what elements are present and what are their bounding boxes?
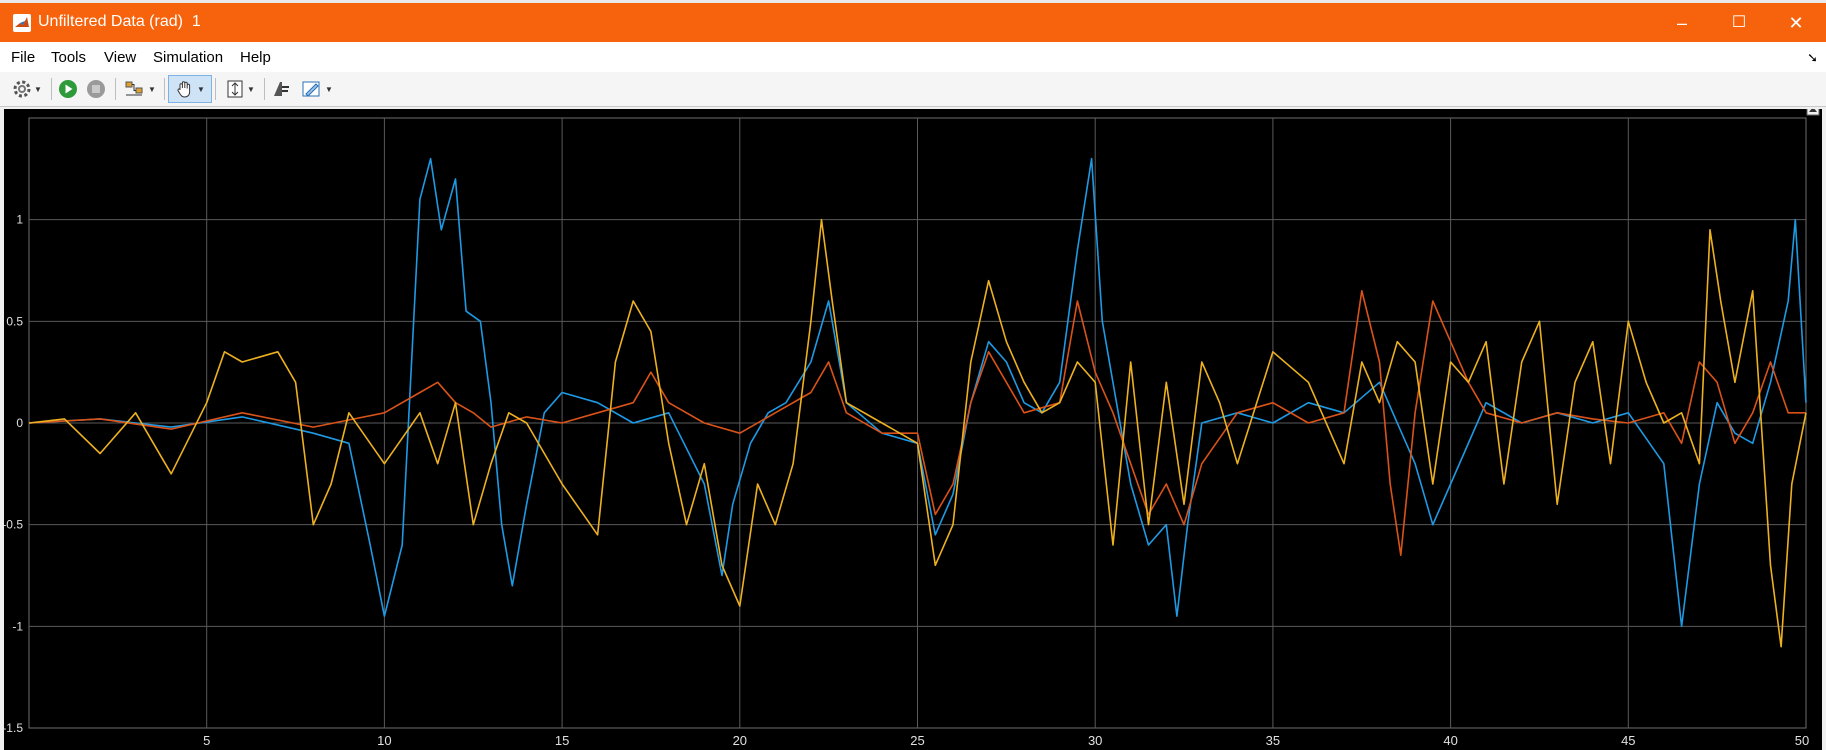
- y-tick-label: 1: [16, 213, 23, 227]
- gridlines: [29, 118, 1806, 728]
- title-bar-top-strip: [0, 0, 1826, 3]
- highlight-icon: [302, 81, 320, 97]
- menu-bar: File Tools View Simulation Help ➘: [0, 42, 1826, 72]
- x-tick-label: 25: [910, 733, 924, 748]
- menu-tools[interactable]: Tools: [51, 49, 87, 66]
- series-layer: [28, 157, 1807, 648]
- undock-pin-icon[interactable]: ➘: [1807, 50, 1818, 65]
- menu-view[interactable]: View: [104, 49, 137, 66]
- toolbar: ▼ ▼ ▼ ▼: [0, 72, 1826, 107]
- pan-button[interactable]: ▼: [168, 75, 212, 103]
- stop-button[interactable]: [84, 76, 108, 102]
- cursor-measure-button[interactable]: [269, 76, 293, 102]
- matlab-logo-icon: [13, 14, 31, 32]
- window-title-bar: Unfiltered Data (rad) 1 – ☐ ✕: [0, 0, 1826, 42]
- tick-labels: 5 10 15 20 25 30 35 40 45 50 1 0.5 0 -0.5 -1 -1.5: [4, 213, 1809, 748]
- window-title: Unfiltered Data (rad) 1: [38, 13, 201, 30]
- x-tick-label: 40: [1443, 733, 1457, 748]
- run-icon: [59, 80, 77, 98]
- y-tick-label: -0.5: [4, 518, 23, 532]
- close-button[interactable]: ✕: [1788, 13, 1804, 33]
- x-tick-label: 45: [1621, 733, 1635, 748]
- menu-help[interactable]: Help: [240, 49, 271, 66]
- y-tick-label: 0.5: [6, 314, 23, 328]
- highlight-button[interactable]: ▼: [297, 76, 337, 102]
- y-tick-label: -1: [12, 619, 23, 633]
- settings-button[interactable]: ▼: [8, 76, 46, 102]
- run-button[interactable]: [56, 76, 80, 102]
- cursor-measure-icon: [274, 82, 289, 96]
- x-tick-label: 15: [555, 733, 569, 748]
- x-tick-label: 5: [203, 733, 210, 748]
- x-tick-label: 35: [1266, 733, 1280, 748]
- line-chart[interactable]: 5 10 15 20 25 30 35 40 45 50 1 0.5 0 -0.5 -1 -1.5: [4, 109, 1822, 750]
- x-tick-label: 10: [377, 733, 391, 748]
- maximize-button[interactable]: ☐: [1731, 14, 1747, 31]
- series-line-2: [28, 290, 1806, 557]
- x-tick-label: 20: [733, 733, 747, 748]
- menu-simulation[interactable]: Simulation: [153, 49, 224, 66]
- zoom-axes-button[interactable]: ▼: [221, 76, 259, 102]
- restore-layout-icon[interactable]: [1806, 109, 1820, 116]
- pan-hand-icon: [177, 81, 191, 98]
- x-tick-label: 30: [1088, 733, 1102, 748]
- signal-selector-icon: [125, 81, 143, 96]
- y-tick-label: 0: [16, 416, 23, 430]
- zoom-axes-icon: [227, 80, 243, 98]
- stop-icon: [87, 80, 105, 98]
- gear-icon: [13, 80, 31, 98]
- series-line-3: [28, 218, 1807, 648]
- y-tick-label: -1.5: [4, 721, 23, 735]
- menu-file[interactable]: File: [11, 49, 36, 66]
- signal-selector-button[interactable]: ▼: [121, 76, 159, 102]
- minimize-button[interactable]: –: [1676, 13, 1687, 33]
- scope-plot-area[interactable]: 5 10 15 20 25 30 35 40 45 50 1 0.5 0 -0.5 -1 -1.5: [4, 109, 1822, 750]
- x-tick-label: 50: [1795, 733, 1809, 748]
